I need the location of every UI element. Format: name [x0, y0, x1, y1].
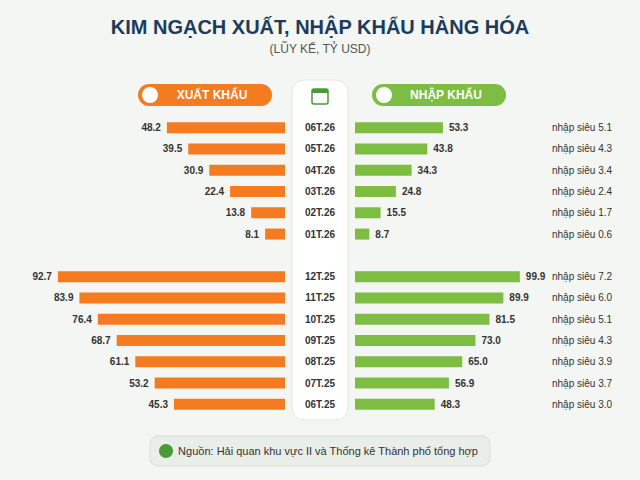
svg-text:08T.25: 08T.25: [305, 356, 335, 367]
svg-text:53.2: 53.2: [129, 378, 149, 389]
svg-text:43.8: 43.8: [433, 143, 453, 154]
svg-text:12T.25: 12T.25: [305, 271, 335, 282]
svg-text:8.1: 8.1: [245, 229, 259, 240]
svg-text:nhập siêu 6.0: nhập siêu 6.0: [552, 292, 612, 303]
svg-text:06T.25: 06T.25: [305, 399, 335, 410]
svg-text:15.5: 15.5: [387, 207, 407, 218]
svg-text:09T.25: 09T.25: [305, 335, 335, 346]
svg-text:nhập siêu 4.3: nhập siêu 4.3: [552, 335, 612, 346]
svg-text:10T.25: 10T.25: [305, 314, 335, 325]
svg-text:89.9: 89.9: [509, 292, 529, 303]
svg-text:68.7: 68.7: [91, 335, 111, 346]
svg-text:nhập siêu 0.6: nhập siêu 0.6: [552, 229, 612, 240]
svg-text:13.8: 13.8: [226, 207, 246, 218]
svg-text:05T.26: 05T.26: [305, 143, 335, 154]
svg-text:02T.26: 02T.26: [305, 207, 335, 218]
svg-text:53.3: 53.3: [449, 122, 469, 133]
svg-text:04T.26: 04T.26: [305, 165, 335, 176]
svg-text:01T.26: 01T.26: [305, 229, 335, 240]
svg-text:KIM NGẠCH XUẤT, NHẬP KHẨU HÀNG: KIM NGẠCH XUẤT, NHẬP KHẨU HÀNG HÓA: [111, 15, 530, 38]
svg-text:56.9: 56.9: [455, 378, 475, 389]
svg-text:11T.25: 11T.25: [305, 292, 335, 303]
svg-text:45.3: 45.3: [149, 399, 169, 410]
svg-text:nhập siêu 3.0: nhập siêu 3.0: [552, 399, 612, 410]
svg-text:99.9: 99.9: [526, 271, 546, 282]
svg-text:24.8: 24.8: [402, 186, 422, 197]
svg-text:39.5: 39.5: [163, 143, 183, 154]
svg-text:34.3: 34.3: [418, 165, 438, 176]
svg-text:03T.26: 03T.26: [305, 186, 335, 197]
svg-text:48.3: 48.3: [441, 399, 461, 410]
svg-text:48.2: 48.2: [141, 122, 161, 133]
svg-text:65.0: 65.0: [468, 356, 488, 367]
svg-text:nhập siêu 1.7: nhập siêu 1.7: [552, 207, 612, 218]
svg-text:nhập siêu 4.3: nhập siêu 4.3: [552, 143, 612, 154]
svg-text:06T.26: 06T.26: [305, 122, 335, 133]
svg-text:Nguồn: Hải quan khu vực II và: Nguồn: Hải quan khu vực II và Thống kê T…: [178, 445, 478, 457]
svg-text:30.9: 30.9: [184, 165, 204, 176]
svg-text:NHẬP KHẨU: NHẬP KHẨU: [410, 87, 482, 102]
svg-text:92.7: 92.7: [32, 271, 52, 282]
svg-text:nhập siêu 3.4: nhập siêu 3.4: [552, 165, 612, 176]
svg-text:nhập siêu 5.1: nhập siêu 5.1: [552, 122, 612, 133]
svg-text:nhập siêu 2.4: nhập siêu 2.4: [552, 186, 612, 197]
svg-text:8.7: 8.7: [375, 229, 389, 240]
svg-text:XUẤT KHẨU: XUẤT KHẨU: [177, 87, 248, 102]
svg-text:nhập siêu 3.7: nhập siêu 3.7: [552, 378, 612, 389]
svg-text:76.4: 76.4: [72, 314, 92, 325]
svg-text:nhập siêu 7.2: nhập siêu 7.2: [552, 271, 612, 282]
svg-text:07T.25: 07T.25: [305, 378, 335, 389]
svg-text:(LŨY KẾ, TỶ USD): (LŨY KẾ, TỶ USD): [270, 41, 371, 56]
svg-text:61.1: 61.1: [110, 356, 130, 367]
svg-text:81.5: 81.5: [495, 314, 515, 325]
svg-text:nhập siêu 3.9: nhập siêu 3.9: [552, 356, 612, 367]
svg-text:nhập siêu 5.1: nhập siêu 5.1: [552, 314, 612, 325]
svg-text:73.0: 73.0: [481, 335, 501, 346]
svg-text:22.4: 22.4: [205, 186, 225, 197]
svg-text:83.9: 83.9: [54, 292, 74, 303]
